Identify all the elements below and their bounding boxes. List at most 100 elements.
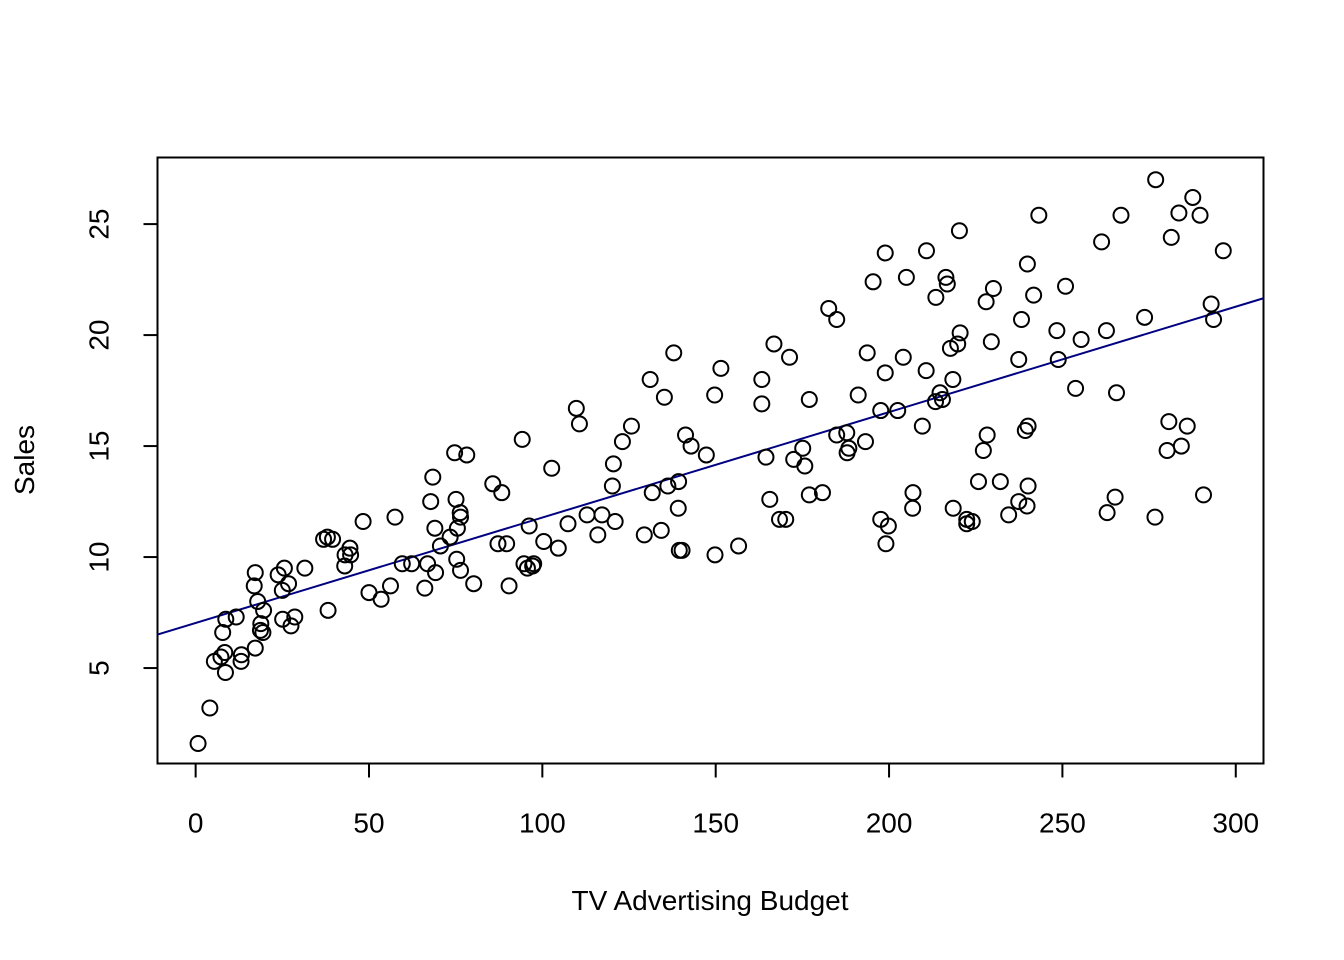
data-point	[1098, 504, 1116, 522]
data-point	[820, 299, 838, 317]
data-point	[879, 517, 897, 535]
data-point	[604, 455, 622, 473]
data-point	[1010, 351, 1028, 368]
data-point	[525, 555, 543, 573]
data-point	[603, 477, 621, 495]
data-point	[1000, 506, 1018, 524]
data-point	[493, 484, 511, 502]
data-point	[452, 508, 470, 526]
data-point	[777, 510, 795, 528]
data-point	[1205, 311, 1223, 329]
data-point	[567, 399, 585, 417]
data-point	[1214, 242, 1232, 260]
x-tick-label: 150	[692, 808, 739, 839]
data-point	[670, 473, 688, 491]
data-point	[933, 390, 951, 408]
data-point	[635, 526, 653, 544]
data-point	[1202, 295, 1220, 313]
data-point	[249, 592, 267, 610]
data-point	[697, 446, 715, 464]
data-point	[659, 477, 677, 495]
y-tick-label: 5	[84, 660, 115, 676]
data-point	[217, 610, 235, 628]
data-point	[403, 555, 421, 573]
data-point	[216, 644, 234, 662]
data-point	[944, 370, 962, 388]
data-point	[856, 433, 874, 451]
data-point	[1191, 206, 1209, 224]
data-point	[535, 533, 553, 551]
data-point	[515, 555, 533, 573]
data-points	[189, 171, 1232, 753]
data-point	[446, 444, 464, 462]
data-point	[1112, 206, 1130, 224]
data-point	[189, 735, 207, 753]
data-point	[452, 561, 470, 579]
data-point	[1018, 255, 1036, 273]
data-point	[876, 364, 894, 382]
data-point	[424, 468, 442, 486]
data-point	[682, 437, 700, 455]
data-point	[282, 617, 300, 635]
data-point	[913, 417, 931, 435]
data-point	[1067, 379, 1085, 397]
data-point	[951, 324, 969, 342]
x-axis-title: TV Advertising Budget	[571, 885, 848, 916]
data-point	[1170, 204, 1188, 222]
data-point	[372, 590, 390, 608]
data-point	[897, 268, 915, 286]
data-point	[706, 386, 724, 404]
data-point	[593, 506, 611, 524]
data-point	[917, 242, 935, 260]
data-point	[1106, 488, 1124, 506]
y-tick-label: 20	[84, 320, 115, 351]
data-point	[927, 393, 945, 411]
data-point	[559, 515, 577, 533]
data-point	[1072, 331, 1090, 349]
data-point	[927, 288, 945, 306]
data-point	[858, 344, 876, 362]
data-point	[706, 546, 724, 564]
data-point	[606, 513, 624, 531]
data-point	[448, 550, 466, 568]
data-point	[800, 486, 818, 504]
data-point	[513, 430, 531, 448]
data-point	[781, 348, 799, 366]
data-point	[426, 519, 444, 537]
data-point	[982, 333, 1000, 351]
data-point	[465, 575, 483, 593]
y-tick-label: 25	[84, 209, 115, 240]
data-point	[1184, 188, 1202, 206]
data-point	[246, 639, 264, 657]
data-point	[232, 646, 250, 664]
data-point	[570, 415, 588, 433]
data-point	[765, 335, 783, 353]
data-point	[889, 402, 907, 420]
data-point	[991, 473, 1009, 491]
data-point	[944, 499, 962, 517]
x-tick-label: 250	[1039, 808, 1086, 839]
y-tick-label: 10	[84, 541, 115, 572]
y-tick-label: 15	[84, 430, 115, 461]
data-point	[1107, 384, 1125, 402]
data-point	[849, 386, 867, 404]
y-axis-title: Sales	[9, 425, 40, 495]
data-point	[354, 513, 372, 531]
data-point	[937, 268, 955, 286]
data-point	[984, 279, 1002, 297]
data-point	[1010, 493, 1028, 511]
data-point	[1019, 477, 1037, 495]
data-point	[1030, 206, 1048, 224]
data-point	[652, 521, 670, 539]
data-point	[296, 559, 314, 577]
data-point	[246, 564, 264, 582]
data-point	[950, 222, 968, 240]
data-point	[416, 579, 434, 597]
data-point	[275, 559, 293, 577]
data-point	[753, 395, 771, 413]
data-point	[549, 539, 567, 557]
data-point	[324, 530, 342, 548]
data-point	[613, 433, 631, 451]
data-point	[1097, 322, 1115, 340]
data-point	[232, 652, 250, 670]
